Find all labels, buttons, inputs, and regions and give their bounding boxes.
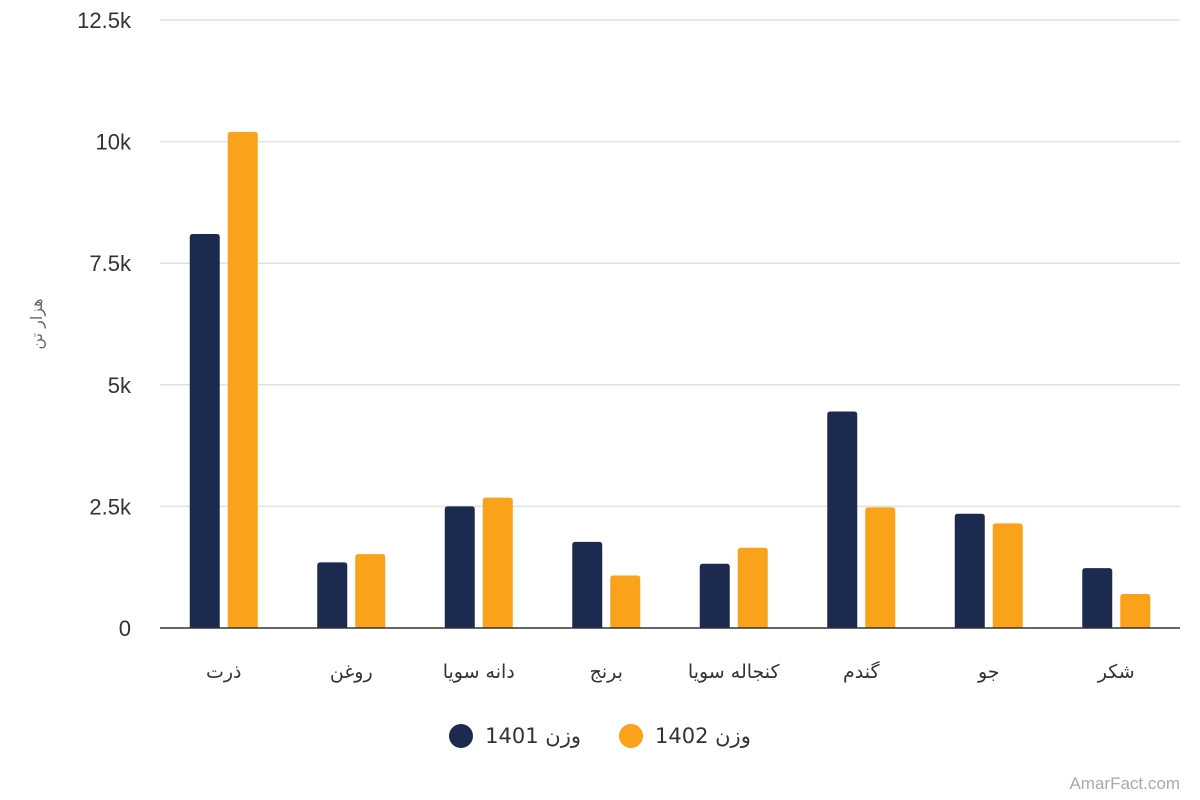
x-tick-label: گندم bbox=[843, 660, 880, 683]
legend-label: وزن 1402 bbox=[655, 724, 751, 748]
bar-2[interactable] bbox=[355, 554, 386, 628]
y-tick-label: 10k bbox=[96, 130, 132, 155]
bar-1[interactable] bbox=[954, 513, 985, 628]
legend-label: وزن 1401 bbox=[485, 724, 581, 748]
y-tick-label: 7.5k bbox=[89, 251, 132, 276]
x-tick-label: دانه سویا bbox=[443, 661, 515, 683]
y-axis-ticks: 0 2.5k 5k 7.5k 10k 12.5k bbox=[77, 8, 132, 641]
bar-2[interactable] bbox=[865, 507, 896, 628]
bar-2[interactable] bbox=[737, 547, 768, 628]
y-axis-title: هزار تن bbox=[27, 298, 47, 349]
x-tick-label: شکر bbox=[1097, 661, 1135, 683]
bar-2[interactable] bbox=[610, 575, 641, 628]
bar-1[interactable] bbox=[189, 234, 220, 629]
bar-2[interactable] bbox=[1120, 593, 1151, 628]
bar-1[interactable] bbox=[827, 411, 858, 628]
legend-marker bbox=[619, 724, 643, 748]
bar-2[interactable] bbox=[992, 523, 1023, 628]
bar-1[interactable] bbox=[1082, 568, 1113, 628]
x-tick-label: ذرت bbox=[206, 661, 242, 683]
legend-marker bbox=[449, 724, 474, 748]
credit-text: AmarFact.com bbox=[1069, 774, 1180, 793]
bar-1[interactable] bbox=[699, 563, 730, 628]
legend-item-1[interactable]: وزن 1401 bbox=[449, 724, 581, 748]
x-axis-labels: ذرت روغن دانه سویا برنج کنجاله سویا گندم جو شکر bbox=[206, 660, 1135, 683]
x-tick-label: برنج bbox=[590, 661, 623, 683]
x-tick-label: جو bbox=[977, 661, 1000, 683]
bar-1[interactable] bbox=[444, 506, 475, 628]
bar-1[interactable] bbox=[572, 541, 603, 628]
bar-1[interactable] bbox=[317, 562, 348, 628]
gridlines bbox=[160, 19, 1180, 508]
bar-2[interactable] bbox=[227, 131, 258, 628]
y-tick-label: 0 bbox=[119, 616, 131, 641]
y-tick-label: 5k bbox=[108, 373, 132, 398]
x-tick-label: کنجاله سویا bbox=[688, 661, 781, 683]
legend: وزن 1401 وزن 1402 bbox=[0, 724, 1200, 748]
y-tick-label: 2.5k bbox=[89, 494, 132, 519]
x-tick-label: روغن bbox=[330, 661, 373, 683]
y-tick-label: 12.5k bbox=[77, 8, 132, 33]
bars bbox=[189, 131, 1151, 629]
legend-item-2[interactable]: وزن 1402 bbox=[619, 724, 751, 748]
bar-2[interactable] bbox=[482, 497, 513, 628]
